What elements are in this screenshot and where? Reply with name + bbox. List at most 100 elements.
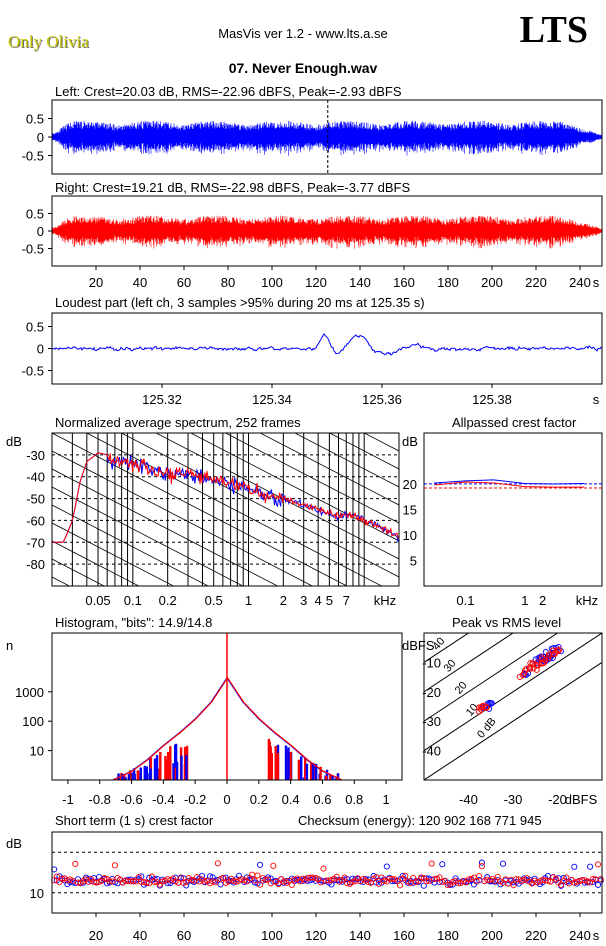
spectrum-xtick-label: 0.05 — [85, 593, 110, 608]
histogram-bin — [289, 751, 292, 780]
spectrum-xtick-label: 1 — [245, 593, 252, 608]
histogram-bin — [313, 763, 316, 780]
histogram-bin — [325, 775, 328, 780]
loudest-ytick-label: -0.5 — [22, 364, 44, 379]
spectrum-xtick-label: 7 — [343, 593, 350, 608]
time-xtick-label: 100 — [261, 275, 283, 290]
short-crest-point — [148, 873, 155, 880]
loudest-xtick-label: 125.34 — [252, 392, 292, 407]
crest-right-trace — [434, 481, 585, 488]
right-waveform-trace — [51, 215, 602, 249]
histogram-bin — [304, 757, 307, 780]
peak-rms-diagonal-label: 0 dB — [475, 716, 499, 741]
short-crest-point — [143, 879, 150, 886]
short-crest-xunit: s — [593, 928, 600, 943]
short-crest-point — [257, 881, 264, 888]
time-xtick-label: 180 — [437, 275, 459, 290]
spectrum-slope-line — [52, 486, 244, 586]
short-crest-point — [341, 874, 348, 881]
app-title: MasVis ver 1.2 - www.lts.a.se — [218, 26, 388, 41]
short-crest-point — [455, 880, 462, 887]
histogram-bin — [302, 777, 306, 780]
short-crest-xtick-label: 240 — [569, 928, 591, 943]
histogram-bin — [166, 759, 169, 780]
short-crest-point — [571, 879, 578, 886]
histogram-bin — [297, 759, 301, 780]
short-crest-point — [325, 877, 332, 884]
histogram-bin — [305, 763, 309, 780]
short-crest-point — [394, 877, 401, 884]
histogram-xtick-label: -1 — [62, 792, 74, 807]
short-crest-xtick-label: 100 — [261, 928, 283, 943]
time-xtick-label: 60 — [177, 275, 191, 290]
short-crest-xtick-label: 60 — [177, 928, 191, 943]
short-crest-point — [188, 876, 195, 883]
loudest-xunit: s — [593, 392, 600, 407]
logo-text: Only Olivia — [8, 32, 89, 51]
short-crest-point — [288, 881, 295, 888]
histogram-xtick-label: 0 — [223, 792, 230, 807]
short-crest-point — [212, 879, 219, 886]
histogram-bin — [153, 758, 157, 780]
left-waveform-ytick-label: -0.5 — [22, 149, 44, 164]
spectrum-xtick-label: 3 — [300, 593, 307, 608]
histogram-bin — [121, 773, 124, 780]
short-crest-point — [309, 874, 316, 881]
peak-rms-title: Peak vs RMS level — [452, 615, 561, 630]
spectrum-slope-line — [224, 433, 399, 524]
short-crest-point — [365, 878, 372, 886]
short-crest-xtick-label: 220 — [525, 928, 547, 943]
spectrum-ytick-label: -30 — [26, 448, 45, 463]
short-crest-point — [275, 881, 282, 888]
spectrum-ytick-label: -40 — [26, 470, 45, 485]
peak-rms-point — [483, 703, 490, 710]
peak-rms-diagonal — [424, 661, 602, 780]
short-crest-point — [212, 877, 219, 884]
short-crest-point — [494, 873, 501, 880]
short-crest-point — [130, 877, 137, 884]
histogram-title: Histogram, "bits": 14.9/14.8 — [55, 615, 212, 630]
short-crest-point — [581, 877, 588, 884]
peak-rms-point — [523, 665, 530, 672]
short-crest-point — [333, 873, 340, 880]
short-crest-point — [72, 860, 79, 867]
spectrum-xtick-label: 5 — [326, 593, 333, 608]
histogram-xtick-label: -0.2 — [184, 792, 206, 807]
histogram-bin — [164, 756, 167, 780]
short-crest-point — [109, 878, 116, 885]
crest-xtick-label: 2 — [539, 593, 546, 608]
short-crest-point — [587, 863, 594, 870]
histogram-bin — [174, 743, 178, 780]
short-crest-point — [317, 879, 324, 886]
short-crest-xtick-label: 140 — [349, 928, 371, 943]
time-xtick-label: 20 — [89, 275, 103, 290]
histogram-bin — [185, 755, 188, 780]
histogram-bin — [319, 766, 322, 780]
histogram-bin — [127, 773, 131, 780]
right-stats-title: Right: Crest=19.21 dB, RMS=-22.98 dBFS, … — [55, 180, 410, 195]
short-crest-point — [254, 872, 261, 879]
short-crest-point — [476, 873, 483, 880]
spectrum-slope-line — [120, 433, 399, 578]
histogram-bin — [334, 778, 337, 780]
spectrum-slope-line — [52, 468, 279, 586]
histogram-bin — [180, 755, 183, 780]
histogram-bin — [132, 768, 136, 780]
histogram-bin — [143, 765, 146, 780]
crest-xunit: kHz — [576, 593, 598, 608]
spectrum-slope-line — [259, 433, 399, 506]
left-stats-title: Left: Crest=20.03 dB, RMS=-22.96 dBFS, P… — [55, 84, 402, 99]
short-crest-point — [69, 877, 76, 884]
peak-rms-ytick-label: -10 — [422, 655, 441, 670]
short-crest-point — [206, 873, 214, 880]
short-crest-point — [594, 881, 602, 888]
short-crest-xtick-label: 180 — [437, 928, 459, 943]
peak-rms-ytick-label: -40 — [422, 744, 441, 759]
crest-ytick-label: 20 — [403, 477, 417, 492]
short-crest-xtick-label: 80 — [221, 928, 235, 943]
spectrum-slope-line — [52, 433, 348, 586]
histogram-xtick-label: 0.4 — [282, 792, 300, 807]
short-crest-point — [283, 878, 290, 885]
histogram-ytick-label: 1000 — [15, 685, 44, 700]
histogram-xtick-label: 1 — [382, 792, 389, 807]
